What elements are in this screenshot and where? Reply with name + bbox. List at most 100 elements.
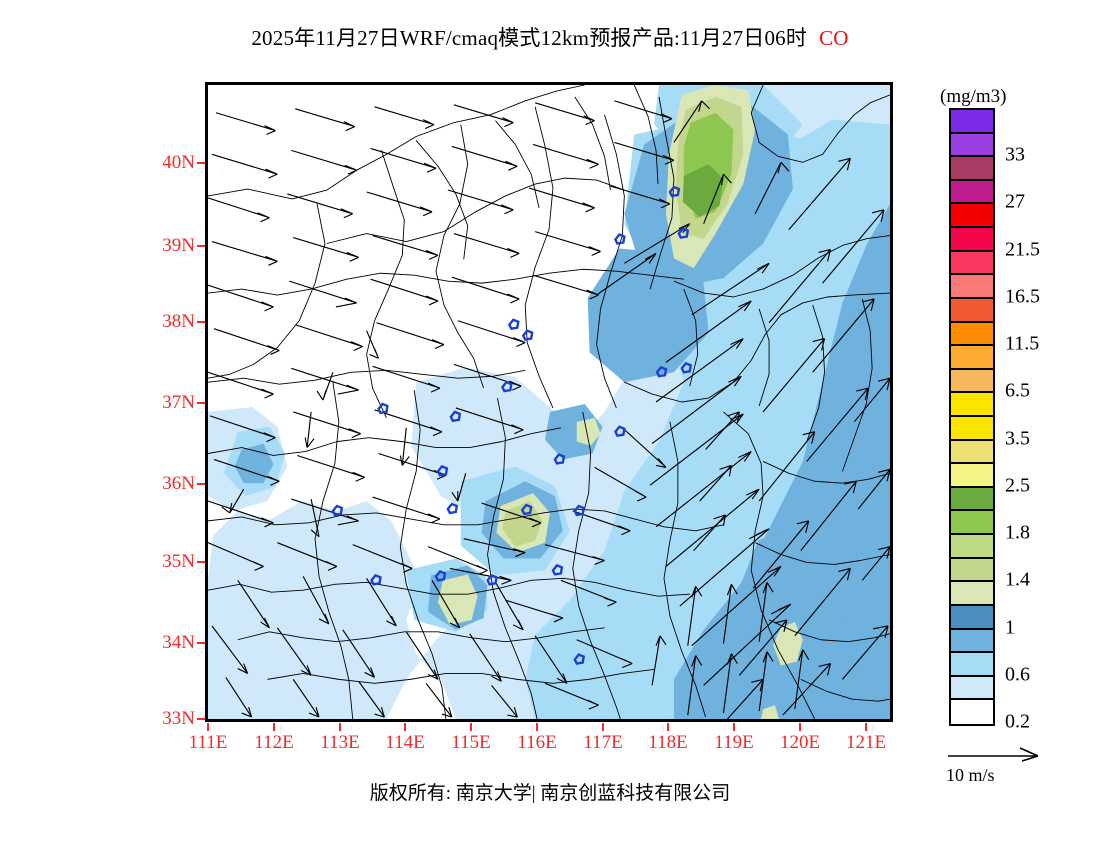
colorbar-segment [951,582,993,606]
colorbar-segment [951,535,993,559]
x-tick-mark-7 [667,723,669,731]
colorbar[interactable]: 33 27 21.5 16.5 11.5 6.5 3.5 2.5 1.8 1.4 1 0.6 0.2 [949,108,1040,733]
band-1p4-bottom [761,705,779,719]
wind-arrows-northeast [596,100,792,686]
administrative-boundaries [208,85,890,719]
station-markers[interactable] [331,185,693,665]
colorbar-segment [951,440,993,465]
colorbar-tick-label: 1.4 [1005,568,1030,591]
colorbar-unit-label: (mg/m3) [940,86,1007,107]
band-1p8-core [502,501,543,547]
x-tick-mark-3 [404,723,406,731]
colorbar-segment [951,157,993,181]
y-tick-mark-4 [197,483,205,485]
wind-arrows-east [693,157,890,719]
colorbar-tick-label: 1.8 [1005,521,1030,544]
colorbar-segment [951,251,993,276]
colorbar-tick-label: 0.2 [1005,710,1030,733]
x-tick-label-8: 119E [714,732,754,753]
x-tick-mark-10 [865,723,867,731]
map-plot-area[interactable] [205,82,893,722]
x-tick-mark-4 [470,723,472,731]
colorbar-segment [951,369,993,394]
wind-scale-arrow-icon [948,747,1039,762]
y-tick-mark-0 [197,162,205,164]
title-main-text: 2025年11月27日WRF/cmaq模式12km预报产品:11月27日06时 [251,26,808,50]
x-tick-label-6: 117E [583,732,623,753]
wind-arrows-west-mid [208,488,568,718]
colorbar-tick-label: 33 [1005,143,1025,166]
y-tick-label-2: 38N [162,311,195,332]
x-tick-label-9: 120E [779,732,821,753]
colorbar-tick-label: 6.5 [1005,379,1030,402]
colorbar-segment [951,346,993,370]
colorbar-tick-label: 3.5 [1005,427,1030,450]
x-tick-label-4: 115E [451,732,491,753]
concentration-field [208,85,890,719]
colorbar-segment [951,322,993,347]
colorbar-tick-label: 2.5 [1005,474,1030,497]
colorbar-tick-label: 11.5 [1005,332,1040,355]
x-tick-mark-8 [733,723,735,731]
colorbar-segment [951,605,993,630]
colorbar-scale[interactable] [949,108,995,726]
page-title: 2025年11月27日WRF/cmaq模式12km预报产品:11月27日06时 C… [0,22,1100,52]
colorbar-segment [951,558,993,583]
x-tick-mark-6 [602,723,604,731]
y-tick-label-6: 34N [162,632,195,653]
band-1p4-tiny [576,417,601,446]
y-tick-label-4: 36N [162,473,195,494]
colorbar-segment [951,676,993,701]
x-tick-label-7: 118E [648,732,688,753]
x-tick-mark-9 [799,723,801,731]
colorbar-segment [951,275,993,299]
x-tick-mark-5 [536,723,538,731]
wind-arrows-northwest [208,100,675,528]
x-tick-label-0: 111E [188,732,228,753]
colorbar-tick-label: 21.5 [1005,238,1040,261]
y-tick-label-5: 35N [162,551,195,572]
colorbar-segment [951,180,993,205]
band-1p0-sd [587,248,709,383]
wind-arrows-central [449,427,667,710]
wind-arrows-southeast [651,582,810,716]
colorbar-segment [951,464,993,488]
colorbar-segment [951,629,993,654]
map-canvas [208,85,890,719]
y-tick-mark-7 [197,718,205,720]
band-1p4-hn [437,574,478,625]
colorbar-segment [951,298,993,323]
x-tick-label-5: 116E [517,732,557,753]
colorbar-segment [951,204,993,229]
y-tick-label-7: 33N [162,708,195,729]
x-tick-label-1: 112E [254,732,294,753]
y-tick-mark-5 [197,561,205,563]
wind-scale-label: 10 m/s [946,765,995,785]
y-tick-mark-2 [197,321,205,323]
colorbar-segment [951,133,993,158]
band-1p0-se [733,520,843,719]
x-tick-label-2: 113E [320,732,360,753]
colorbar-tick-label: 0.6 [1005,663,1030,686]
colorbar-segment [951,700,993,724]
band-2p5 [682,164,724,217]
wind-scale-legend: 10 m/s [946,742,1066,786]
x-tick-mark-2 [339,723,341,731]
y-tick-mark-3 [197,402,205,404]
y-tick-label-1: 39N [162,235,195,256]
x-tick-label-3: 114E [385,732,425,753]
colorbar-segment [951,417,993,441]
x-tick-mark-0 [207,723,209,731]
title-species-label: CO [819,26,849,50]
colorbar-segment [951,653,993,677]
colorbar-tick-label: 1 [1005,616,1015,639]
colorbar-segment [951,511,993,536]
y-tick-label-0: 40N [162,152,195,173]
y-tick-mark-1 [197,245,205,247]
y-tick-mark-6 [197,642,205,644]
y-tick-label-3: 37N [162,392,195,413]
colorbar-segment [951,487,993,512]
colorbar-tick-label: 16.5 [1005,285,1040,308]
band-1p0-midsmall [545,403,603,460]
copyright-footer: 版权所有: 南京大学| 南京创蓝科技有限公司 [369,783,731,804]
